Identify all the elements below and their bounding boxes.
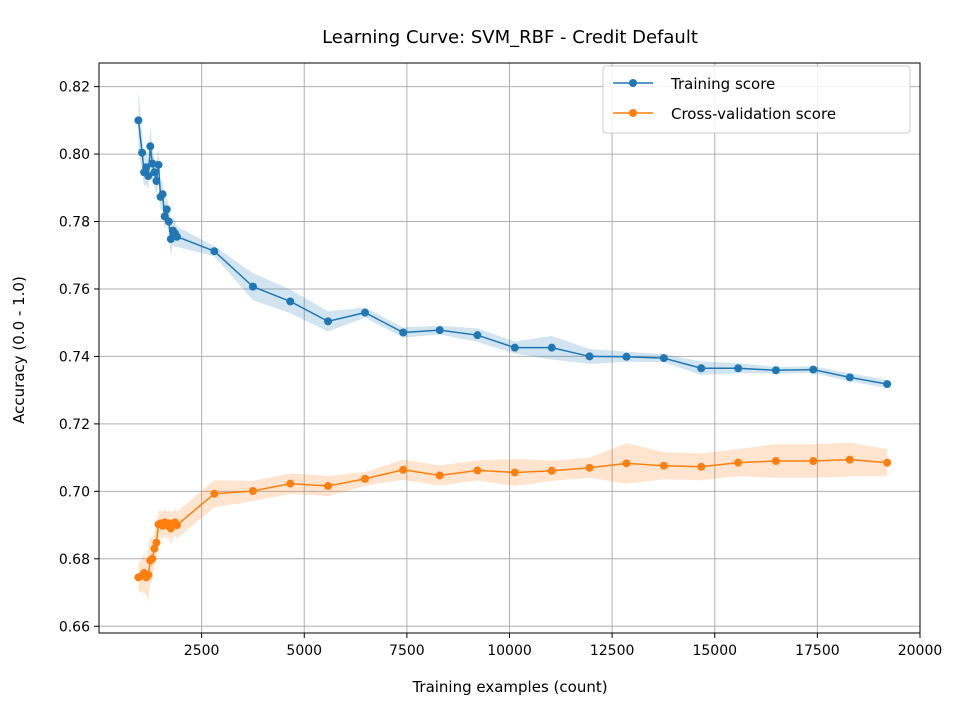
training-point bbox=[134, 116, 143, 125]
training-point bbox=[473, 331, 482, 340]
x-tick-label: 2500 bbox=[184, 643, 220, 659]
training-point bbox=[154, 160, 163, 169]
y-tick-label: 0.80 bbox=[59, 147, 90, 163]
axis-ticks: 2500 5000 7500 10000 12500 15000 17500 20000 0.6… bbox=[59, 80, 942, 659]
cv-series bbox=[134, 455, 892, 582]
y-tick-label: 0.76 bbox=[59, 282, 90, 298]
x-axis-title: Training examples (count) bbox=[411, 678, 607, 696]
training-point bbox=[435, 326, 444, 335]
training-point bbox=[883, 380, 892, 389]
cv-point bbox=[473, 466, 482, 475]
training-point bbox=[510, 343, 519, 352]
training-point bbox=[172, 232, 181, 241]
training-point bbox=[148, 159, 157, 168]
y-tick-label: 0.72 bbox=[59, 417, 90, 433]
training-point bbox=[361, 308, 370, 317]
training-point bbox=[547, 343, 556, 352]
legend-cv-marker bbox=[629, 109, 637, 117]
training-point bbox=[809, 365, 818, 374]
x-tick-label: 17500 bbox=[795, 643, 840, 659]
x-tick-label: 12500 bbox=[590, 643, 635, 659]
cv-point bbox=[510, 468, 519, 477]
cv-std-band bbox=[138, 442, 888, 602]
cv-point bbox=[435, 471, 444, 480]
training-point bbox=[158, 190, 167, 199]
training-point bbox=[210, 247, 219, 256]
x-tick-label: 15000 bbox=[692, 643, 737, 659]
training-point bbox=[142, 163, 151, 172]
cv-point bbox=[286, 479, 295, 488]
training-point bbox=[144, 171, 153, 180]
y-tick-label: 0.82 bbox=[59, 80, 90, 96]
legend-training-label: Training score bbox=[670, 75, 775, 93]
chart-title: Learning Curve: SVM_RBF - Credit Default bbox=[322, 27, 698, 48]
training-point bbox=[248, 282, 257, 291]
cv-point bbox=[845, 455, 854, 464]
legend: Training score Cross-validation score bbox=[602, 65, 911, 134]
training-point bbox=[146, 142, 155, 151]
x-tick-label: 20000 bbox=[898, 643, 943, 659]
legend-training-marker bbox=[629, 79, 637, 87]
training-series bbox=[134, 116, 892, 389]
y-tick-label: 0.70 bbox=[59, 484, 90, 500]
training-point bbox=[585, 352, 594, 361]
y-tick-label: 0.78 bbox=[59, 215, 90, 231]
cv-point bbox=[883, 458, 892, 467]
training-point bbox=[697, 364, 706, 373]
cv-point bbox=[152, 538, 161, 547]
training-point bbox=[164, 217, 173, 226]
cv-point bbox=[697, 462, 706, 471]
legend-box bbox=[602, 65, 911, 134]
cv-point bbox=[361, 474, 370, 483]
std-bands bbox=[138, 89, 888, 602]
cv-point bbox=[150, 544, 159, 553]
y-tick-label: 0.74 bbox=[59, 349, 90, 365]
training-point bbox=[622, 352, 631, 361]
training-point bbox=[324, 317, 333, 326]
cv-point bbox=[809, 456, 818, 465]
training-point bbox=[399, 328, 408, 337]
y-axis-title: Accuracy (0.0 - 1.0) bbox=[10, 276, 28, 424]
cv-point bbox=[399, 465, 408, 474]
x-tick-label: 10000 bbox=[487, 643, 532, 659]
cv-point bbox=[172, 521, 181, 530]
cv-point bbox=[148, 554, 157, 563]
training-point bbox=[150, 168, 159, 177]
training-point bbox=[162, 205, 171, 214]
cv-point bbox=[324, 481, 333, 490]
cv-point bbox=[659, 461, 668, 470]
cv-point bbox=[248, 487, 257, 496]
training-point bbox=[734, 364, 743, 373]
cv-point bbox=[734, 458, 743, 467]
y-tick-label: 0.66 bbox=[59, 619, 90, 635]
training-point bbox=[138, 148, 147, 157]
x-tick-label: 5000 bbox=[286, 643, 322, 659]
training-point bbox=[166, 235, 175, 244]
cv-point bbox=[585, 463, 594, 472]
training-point bbox=[845, 373, 854, 382]
training-point bbox=[152, 177, 161, 186]
training-std-band bbox=[138, 89, 888, 389]
series-layer bbox=[134, 116, 892, 582]
training-point bbox=[771, 366, 780, 375]
training-point bbox=[659, 354, 668, 363]
y-tick-label: 0.68 bbox=[59, 552, 90, 568]
cv-point bbox=[622, 459, 631, 468]
cv-point bbox=[547, 466, 556, 475]
training-point bbox=[286, 297, 295, 306]
cv-point bbox=[771, 456, 780, 465]
x-tick-label: 7500 bbox=[389, 643, 425, 659]
cv-point bbox=[210, 489, 219, 498]
legend-cv-label: Cross-validation score bbox=[671, 105, 836, 123]
cv-point bbox=[144, 570, 153, 579]
